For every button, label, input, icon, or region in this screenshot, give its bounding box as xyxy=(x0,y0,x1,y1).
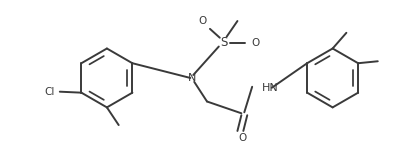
Text: Cl: Cl xyxy=(44,87,55,97)
Text: S: S xyxy=(220,36,227,49)
Text: HN: HN xyxy=(262,83,279,93)
Text: O: O xyxy=(238,133,247,143)
Text: N: N xyxy=(188,73,196,83)
Text: O: O xyxy=(198,16,206,26)
Text: O: O xyxy=(251,38,259,48)
